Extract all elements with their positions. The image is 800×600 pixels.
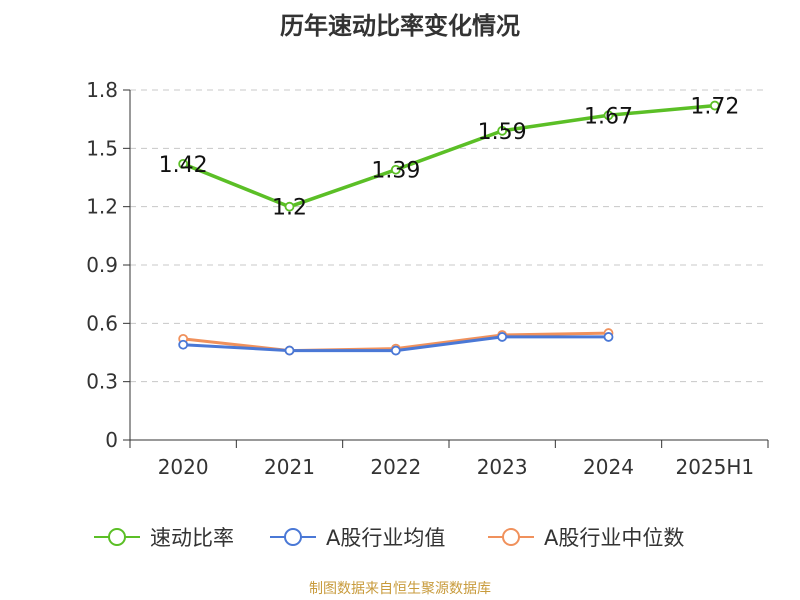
data-point (497, 125, 508, 136)
y-tick-label: 0.3 (86, 370, 118, 394)
y-tick-label: 1.5 (86, 136, 118, 160)
y-tick-label: 0.9 (86, 253, 118, 277)
legend-item-quick-ratio[interactable]: 速动比率 (92, 520, 234, 554)
data-point (390, 164, 401, 175)
y-tick-label: 0.6 (86, 311, 118, 335)
data-point (603, 332, 614, 342)
data-label: 1.72 (690, 95, 739, 120)
series-line (182, 103, 715, 209)
legend-label-industry-median: A股行业中位数 (544, 526, 685, 550)
x-tick-label: 2022 (370, 455, 421, 479)
x-tick-label: 2021 (264, 455, 315, 479)
legend-label-industry-mean: A股行业均值 (326, 526, 446, 550)
data-point (284, 201, 295, 212)
data-point (390, 345, 401, 356)
series-0: 1.42 1.2 1.39 1.59 1.67 1.72 (159, 95, 740, 221)
chart-title: 历年速动比率变化情况 (280, 12, 520, 40)
footer-credit: 制图数据来自恒生聚源数据库 (309, 581, 491, 597)
y-tick-label: 0 (105, 428, 118, 452)
data-point (497, 332, 508, 342)
legend-label-quick-ratio: 速动比率 (150, 526, 234, 550)
data-label: 1.42 (159, 153, 208, 178)
data-label: 1.2 (272, 196, 307, 221)
x-tick-label: 2025H1 (675, 455, 754, 479)
data-label: 1.59 (478, 120, 527, 145)
y-tick-label: 1.2 (86, 195, 118, 219)
x-tick-label: 2024 (583, 455, 634, 479)
data-point (603, 110, 614, 121)
data-point (178, 339, 189, 350)
legend-marker-industry-mean (270, 528, 316, 546)
x-tick-label: 2023 (477, 455, 528, 479)
legend-marker-quick-ratio (94, 528, 140, 546)
legend-item-industry-mean[interactable]: A股行业均值 (268, 520, 445, 554)
x-tick-label: 2020 (158, 455, 209, 479)
data-point (709, 100, 720, 111)
legend-marker-industry-median (488, 528, 534, 546)
series-1 (178, 332, 614, 356)
y-tick-label: 1.8 (86, 78, 118, 102)
legend-item-industry-median[interactable]: A股行业中位数 (486, 520, 684, 554)
data-point (178, 158, 189, 169)
data-label: 1.67 (584, 104, 633, 129)
data-point (284, 345, 295, 356)
data-label: 1.39 (371, 159, 420, 184)
